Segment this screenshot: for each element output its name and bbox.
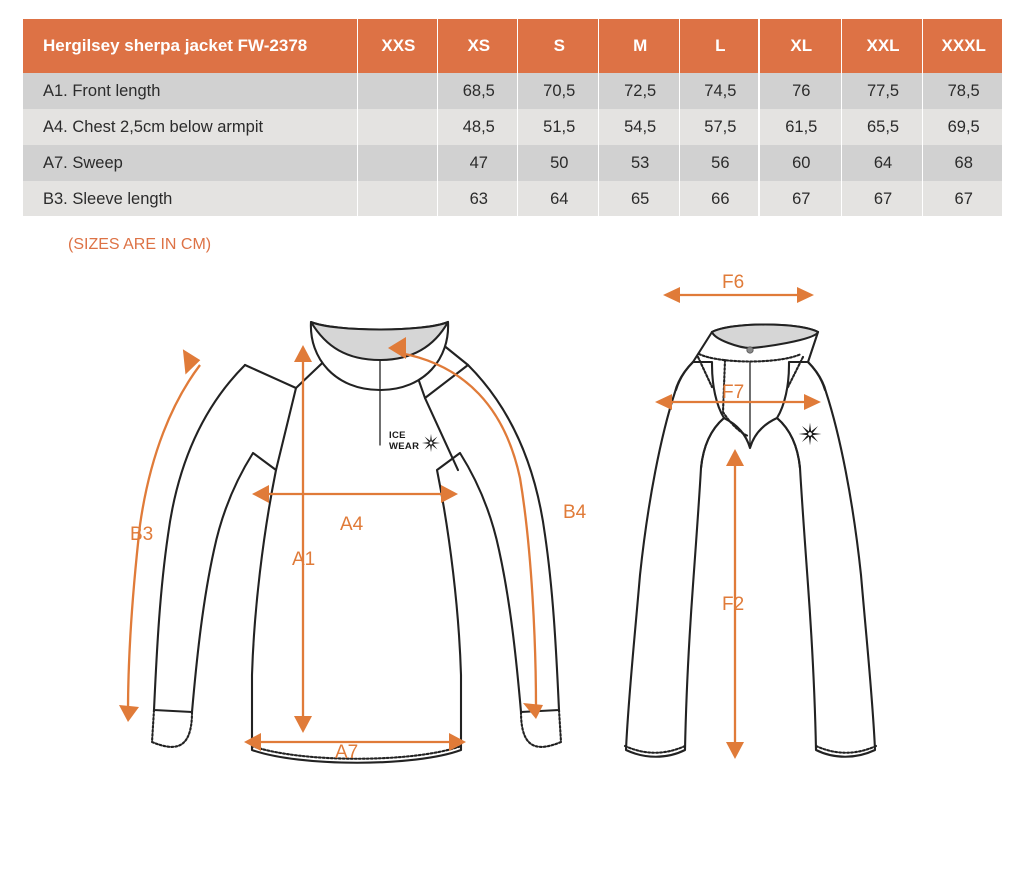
svg-text:ICE: ICE	[389, 430, 406, 441]
svg-text:B3: B3	[130, 524, 153, 545]
svg-text:F2: F2	[722, 594, 744, 615]
svg-text:F7: F7	[722, 382, 744, 403]
svg-text:WEAR: WEAR	[389, 441, 419, 452]
svg-text:A7: A7	[335, 742, 358, 763]
svg-text:A4: A4	[340, 514, 364, 535]
svg-text:B4: B4	[563, 502, 587, 523]
svg-text:A1: A1	[292, 549, 315, 570]
svg-text:F6: F6	[722, 272, 744, 293]
